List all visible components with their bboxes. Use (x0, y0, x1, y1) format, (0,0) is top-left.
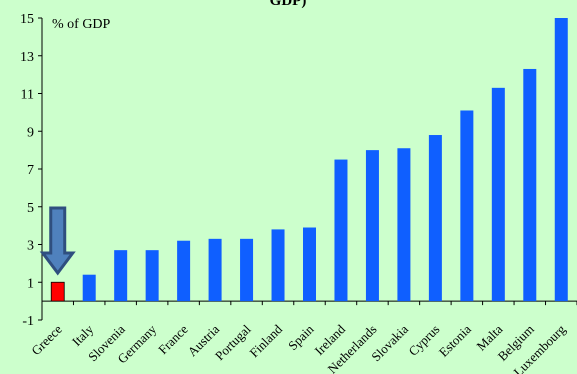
y-tick-label: 1 (27, 276, 34, 291)
x-axis (41, 300, 577, 306)
y-tick-label: 9 (27, 125, 34, 140)
bars (50, 18, 568, 302)
y-tick-label: 11 (21, 88, 34, 103)
y-tick-label: 13 (20, 50, 34, 65)
bar-cyprus (428, 135, 442, 302)
x-labels: Greece ItalySloveniaGermanyFranceAustriaP… (28, 321, 569, 374)
y-tick-label: 15 (20, 12, 34, 27)
x-tick-label: Portugal (212, 321, 254, 363)
bar-spain (303, 227, 316, 302)
bar-belgium (523, 68, 537, 302)
bar-estonia (460, 110, 474, 302)
unit-label: % of GDP (52, 17, 111, 32)
bar-slovenia (114, 250, 128, 302)
bar-austria (208, 238, 222, 302)
bar-ireland (334, 159, 348, 302)
y-tick-label: 5 (27, 201, 34, 216)
bar-france (177, 240, 191, 302)
arrow-shape (39, 206, 76, 276)
down-arrow-icon (39, 206, 76, 276)
y-tick-label: -1 (22, 314, 34, 329)
y-tick-label: 3 (27, 239, 34, 254)
x-tick-label: Italy (69, 321, 97, 349)
x-tick-label: Finland (246, 321, 285, 360)
bar-netherlands (365, 150, 379, 302)
chart-title: GDP) (270, 0, 307, 9)
bar-italy (82, 274, 96, 302)
y-tick-label: 7 (27, 163, 34, 178)
bar-greece (50, 281, 65, 302)
bar-luxembourg (554, 18, 568, 302)
bar-portugal (240, 238, 254, 302)
bar-slovakia (397, 148, 411, 302)
bar-malta (491, 87, 505, 302)
x-tick-label: Cyprus (405, 322, 442, 359)
x-tick-label: France (155, 321, 191, 357)
x-tick-label: Estonia (436, 321, 474, 359)
bar-finland (271, 229, 285, 302)
bar-germany (145, 250, 159, 302)
